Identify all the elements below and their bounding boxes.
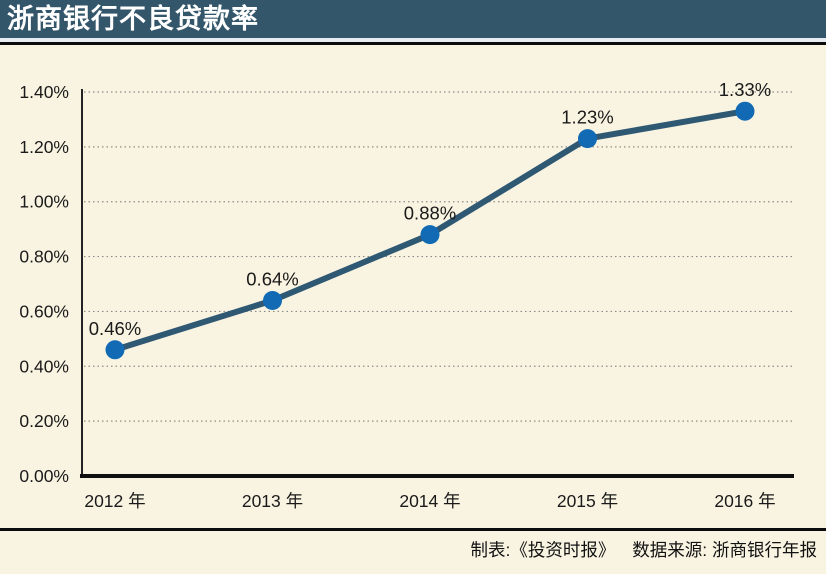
x-tick-label: 2015 年: [557, 491, 618, 511]
y-tick-label: 1.40%: [19, 82, 69, 102]
data-point-2013: [263, 291, 282, 310]
header-rule: [0, 42, 826, 45]
y-tick-label: 0.60%: [19, 301, 69, 321]
y-tick-label: 0.00%: [19, 466, 69, 486]
x-tick-label: 2014 年: [399, 491, 460, 511]
x-tick-label: 2016 年: [714, 491, 775, 511]
data-point-label: 1.33%: [719, 79, 771, 100]
chart-canvas: 0.00% 0.20% 0.40% 0.60% 0.80% 1.00% 1.20% 1.40%…: [19, 79, 794, 511]
footer-rule: [0, 528, 826, 531]
line-chart: 0.00% 0.20% 0.40% 0.60% 0.80% 1.00% 1.20% 1.40%…: [0, 45, 826, 528]
data-point-2015: [578, 129, 597, 149]
x-tick-label: 2013 年: [242, 491, 303, 511]
y-tick-label: 1.00%: [19, 192, 69, 212]
y-tick-label: 1.20%: [19, 137, 69, 157]
data-point-label: 0.88%: [404, 203, 456, 224]
chart-title: 浙商银行不良贷款率: [7, 4, 259, 34]
data-point-2012: [105, 340, 125, 360]
data-point-label: 0.46%: [89, 318, 141, 339]
header-light-strip: [0, 38, 826, 42]
data-point-2016: [735, 101, 755, 121]
data-point-label: 0.64%: [246, 269, 298, 290]
credit-source-maker: 制表:《投资时报》: [470, 540, 616, 560]
x-tick-label: 2012 年: [84, 491, 145, 511]
credit-data-source: 数据来源: 浙商银行年报: [632, 540, 817, 560]
data-point-2014: [420, 225, 440, 245]
title-bar: 浙商银行不良贷款率: [0, 0, 826, 38]
y-tick-label: 0.20%: [19, 411, 69, 431]
footer-credit: 制表:《投资时报》 数据来源: 浙商银行年报: [0, 537, 817, 562]
y-tick-label: 0.40%: [19, 356, 69, 376]
data-point-label: 1.23%: [561, 107, 613, 128]
y-tick-label: 0.80%: [19, 247, 69, 267]
